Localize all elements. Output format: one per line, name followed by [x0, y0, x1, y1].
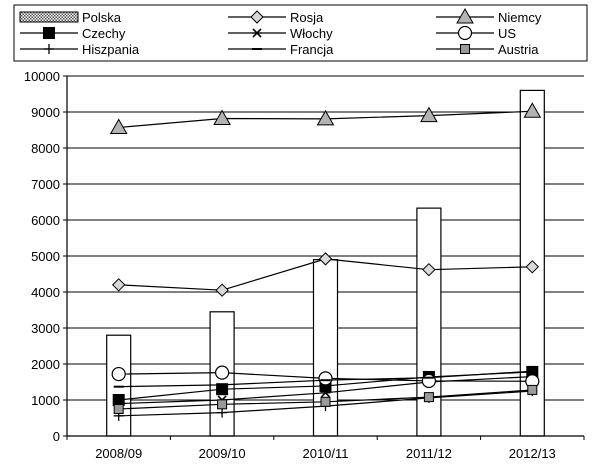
point-rosja-2010-11: [318, 252, 333, 266]
legend-item-rosja: Rosja: [228, 10, 324, 25]
x-axis-labels: 2008/09 2009/10 2010/11 2011/12 2012/13: [66, 436, 585, 461]
point-czechy-2009-10: [216, 383, 229, 396]
y-axis-labels: 0 1000 2000 3000 4000 5000 6000 7000 8000 9000 100…: [24, 69, 60, 444]
point-niemcy-2012-13: [523, 102, 542, 118]
point-us-2008-09: [111, 366, 126, 382]
point-rosja-2011-12: [422, 262, 436, 277]
legend-item-polska: Polska: [19, 10, 122, 25]
legend-swatch-polska: [19, 11, 79, 23]
x-tick-label-2011-12: 2011/12: [406, 446, 452, 461]
series-us: [111, 365, 540, 389]
legend-marker-wlochy: [252, 28, 262, 38]
legend-item-hiszpania: Hiszpania: [20, 42, 140, 57]
point-rosja-2012-13: [525, 260, 540, 274]
legend-label-niemcy: Niemcy: [498, 10, 542, 25]
legend-item-us: US: [436, 25, 516, 41]
series-niemcy: [109, 102, 542, 134]
point-niemcy-2011-12: [420, 106, 438, 123]
legend-item-austria: Austria: [436, 42, 539, 57]
y-tick-label-7000: 7000: [31, 177, 60, 192]
legend-label-czechy: Czechy: [82, 26, 126, 41]
point-austria-2010-11: [320, 396, 331, 407]
legend-marker-niemcy: [456, 7, 474, 24]
point-niemcy-2008-09: [109, 118, 128, 134]
bar-polska-2008-09: [106, 334, 132, 437]
legend-marker-austria: [460, 44, 470, 54]
legend-item-wlochy: Włochy: [228, 26, 333, 41]
point-niemcy-2009-10: [213, 109, 231, 125]
y-tick-label-4000: 4000: [31, 285, 60, 300]
legend-item-francja: Francja: [228, 42, 334, 57]
point-us-2009-10: [215, 365, 230, 380]
y-tick-label-3000: 3000: [31, 321, 60, 336]
legend-label-hiszpania: Hiszpania: [82, 42, 140, 57]
legend-label-austria: Austria: [498, 42, 539, 57]
bars-polska: [106, 89, 545, 437]
series-rosja: [111, 252, 540, 297]
x-tick-label-2008-09: 2008/09: [95, 446, 142, 461]
legend-label-wlochy: Włochy: [290, 26, 333, 41]
y-tick-label-2000: 2000: [31, 357, 60, 372]
point-austria-2009-10: [217, 399, 228, 410]
y-tick-label-9000: 9000: [31, 105, 60, 120]
point-us-2010-11: [318, 371, 333, 386]
point-austria-2008-09: [113, 404, 124, 414]
legend-label-us: US: [498, 26, 516, 41]
y-tick-label-8000: 8000: [31, 141, 60, 156]
legend-marker-us: [457, 25, 473, 41]
point-niemcy-2010-11: [316, 109, 335, 126]
legend: Polska Rosja Niemcy Czechy Włochy US Hiszpania…: [13, 4, 588, 62]
y-tick-label-6000: 6000: [31, 213, 60, 228]
legend-marker-czechy: [43, 27, 55, 39]
x-tick-label-2009-10: 2009/10: [199, 446, 246, 461]
legend-label-polska: Polska: [82, 10, 122, 25]
y-tick-label-10000: 10000: [24, 69, 60, 84]
y-tick-label-1000: 1000: [31, 393, 60, 408]
legend-marker-hiszpania: [44, 44, 54, 54]
point-rosja-2009-10: [215, 283, 229, 297]
series-francja: [113, 370, 538, 388]
point-rosja-2008-09: [111, 278, 126, 292]
x-tick-label-2012-13: 2012/13: [509, 446, 556, 461]
y-tick-label-0: 0: [53, 429, 60, 444]
legend-marker-rosja: [250, 10, 264, 24]
legend-item-niemcy: Niemcy: [436, 7, 542, 25]
point-austria-2011-12: [423, 392, 434, 403]
legend-label-rosja: Rosja: [290, 10, 324, 25]
legend-label-francja: Francja: [290, 42, 334, 57]
y-tick-label-5000: 5000: [31, 249, 60, 264]
point-us-2011-12: [421, 373, 436, 389]
point-austria-2012-13: [527, 384, 538, 395]
legend-item-czechy: Czechy: [20, 26, 126, 41]
series-austria: [113, 384, 538, 414]
point-wlochy-2010-11: [320, 388, 331, 398]
x-tick-label-2010-11: 2010/11: [302, 446, 348, 461]
